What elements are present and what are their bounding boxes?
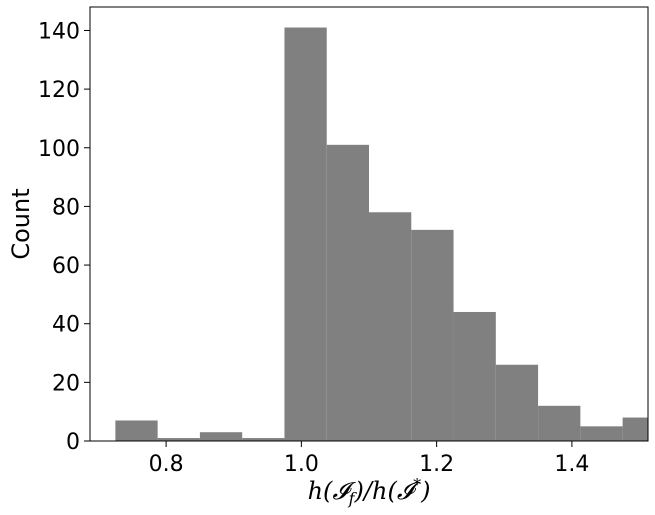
y-axis-ticks: 0 20 40 60 80 100 120 140 <box>38 19 90 455</box>
histogram-bar-9 <box>495 364 539 441</box>
x-tick-label: 1.0 <box>284 452 319 477</box>
x-axis-label-text: h(𝓘f)/h(𝓘*) <box>308 475 431 508</box>
histogram-bar-3 <box>242 438 285 441</box>
y-tick-label: 100 <box>38 137 80 162</box>
histogram-bar-7 <box>411 229 454 441</box>
x-tick-label: 1.4 <box>554 452 589 477</box>
y-tick-label: 20 <box>52 371 80 396</box>
histogram-bar-1 <box>157 438 200 441</box>
x-axis-ticks: 0.8 1.0 1.2 1.4 <box>149 441 589 477</box>
histogram-bars <box>115 27 648 441</box>
x-tick-label: 0.8 <box>149 452 184 477</box>
histogram-bar-10 <box>538 405 581 441</box>
plot-frame <box>89 6 649 442</box>
y-tick-label: 60 <box>52 254 80 279</box>
y-tick-label: 120 <box>38 78 80 103</box>
y-tick-label: 80 <box>52 195 80 220</box>
y-tick-label: 140 <box>38 19 80 44</box>
histogram-bar-0 <box>115 420 158 441</box>
histogram-bar-12 <box>622 417 648 441</box>
histogram-bar-4 <box>284 27 327 441</box>
histogram-bar-11 <box>580 426 623 441</box>
x-axis-label: h(𝓘f)/h(𝓘*) <box>308 475 431 508</box>
y-tick-label: 40 <box>52 313 80 338</box>
histogram-bar-8 <box>453 311 496 441</box>
x-tick-label: 1.2 <box>419 452 454 477</box>
y-tick-label: 0 <box>66 430 80 455</box>
histogram-bar-5 <box>326 144 369 441</box>
histogram-bar-2 <box>199 432 243 441</box>
histogram-bar-6 <box>369 212 412 441</box>
y-axis-label: Count <box>7 188 35 259</box>
